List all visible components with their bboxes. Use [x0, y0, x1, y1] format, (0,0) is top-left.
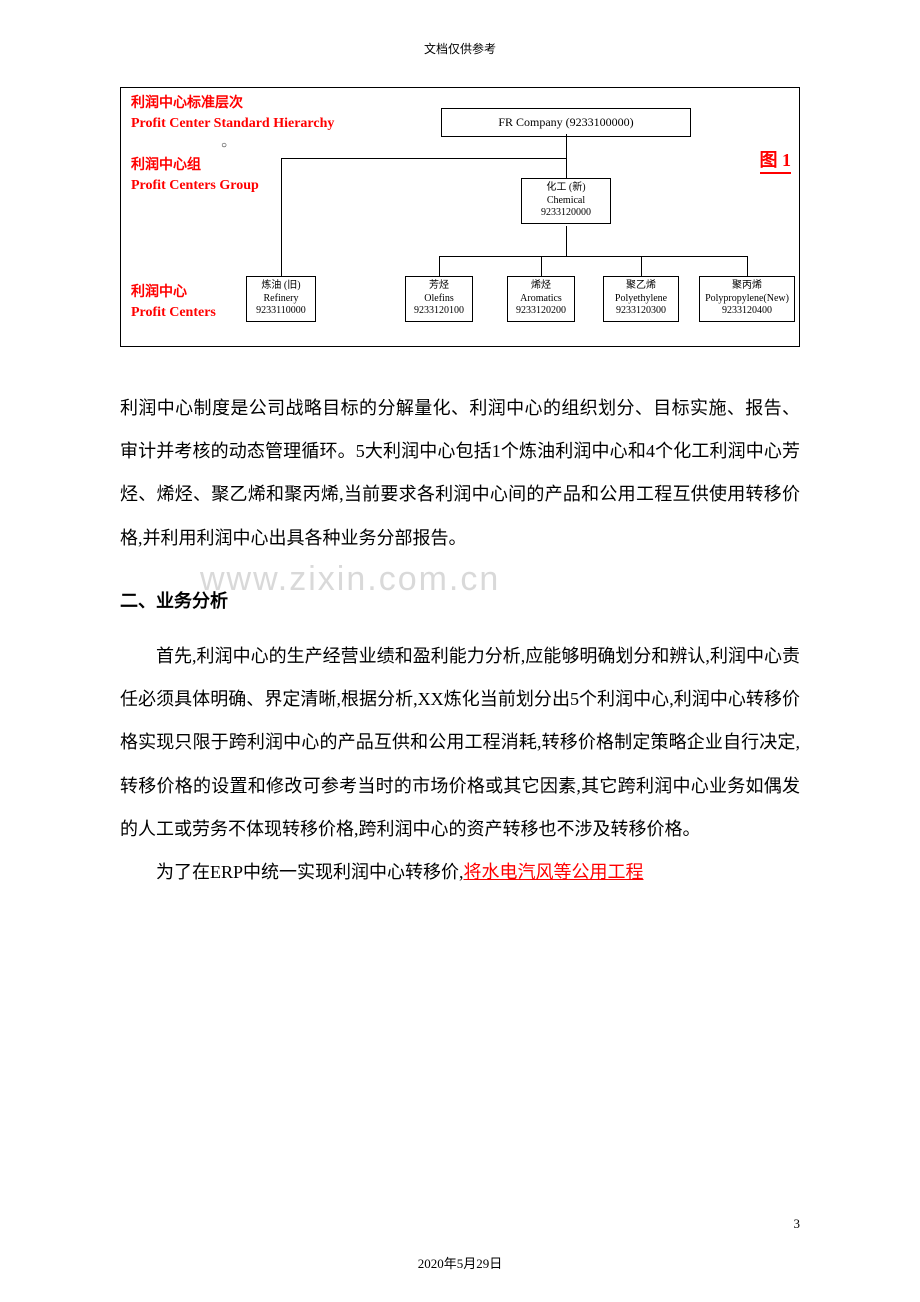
node-chemical-l3: 9233120000 — [524, 207, 608, 220]
leaf-l1: 聚乙烯 — [606, 280, 676, 293]
label-std-hierarchy: 利润中心标准层次 Profit Center Standard Hierarch… — [131, 94, 334, 133]
tree-line — [439, 256, 440, 276]
leaf-l1: 聚丙烯 — [702, 280, 792, 293]
tree-line — [566, 158, 567, 178]
node-polyethylene: 聚乙烯 Polyethylene 9233120300 — [603, 276, 679, 322]
tree-line — [747, 256, 748, 276]
paragraph-3: 为了在ERP中统一实现利润中心转移价,将水电汽风等公用工程 — [120, 851, 800, 894]
tree-line — [566, 226, 567, 256]
tree-line — [281, 158, 282, 276]
leaf-l3: 9233120300 — [606, 305, 676, 318]
paragraph-1: 利润中心制度是公司战略目标的分解量化、利润中心的组织划分、目标实施、报告、审计并… — [120, 387, 800, 560]
leaf-l3: 9233120200 — [510, 305, 572, 318]
tree-marker: ○ — [221, 140, 227, 151]
tree-line — [541, 256, 542, 276]
figure-label: 图 1 — [760, 146, 792, 174]
node-refinery: 炼油 (旧) Refinery 9233110000 — [246, 276, 316, 322]
tree-line — [439, 256, 747, 257]
leaf-l1: 芳烃 — [408, 280, 470, 293]
label-centers: 利润中心 Profit Centers — [131, 283, 216, 322]
label-group-en: Profit Centers Group — [131, 176, 259, 196]
leaf-l3: 9233120400 — [702, 305, 792, 318]
leaf-l2: Polyethylene — [606, 293, 676, 306]
label-std-hierarchy-en: Profit Center Standard Hierarchy — [131, 114, 334, 134]
section-2-title: 二、业务分析 — [120, 580, 800, 623]
node-olefins: 芳烃 Olefins 9233120100 — [405, 276, 473, 322]
node-fr-company: FR Company (9233100000) — [441, 108, 691, 137]
header-note: 文档仅供参考 — [120, 40, 800, 57]
tree-line — [566, 134, 567, 158]
tree-line — [281, 158, 566, 159]
tree-line — [641, 256, 642, 276]
leaf-l1: 烯烃 — [510, 280, 572, 293]
node-polypropylene: 聚丙烯 Polypropylene(New) 9233120400 — [699, 276, 795, 322]
leaf-l3: 9233120100 — [408, 305, 470, 318]
label-centers-en: Profit Centers — [131, 303, 216, 323]
page-number: 3 — [794, 1216, 801, 1232]
leaf-l2: Polypropylene(New) — [702, 293, 792, 306]
label-group: 利润中心组 Profit Centers Group — [131, 156, 259, 195]
node-chemical-l2: Chemical — [524, 195, 608, 208]
leaf-l2: Aromatics — [510, 293, 572, 306]
label-centers-cn: 利润中心 — [131, 285, 187, 300]
node-chemical-l1: 化工 (新) — [524, 182, 608, 195]
paragraph-3-highlight: 将水电汽风等公用工程 — [464, 862, 644, 882]
leaf-l1: 炼油 (旧) — [249, 280, 313, 293]
footer-date: 2020年5月29日 — [0, 1253, 920, 1272]
leaf-l3: 9233110000 — [249, 305, 313, 318]
paragraph-3-prefix: 为了在ERP中统一实现利润中心转移价, — [156, 862, 464, 882]
node-fr-company-title: FR Company (9233100000) — [446, 115, 686, 130]
leaf-l2: Refinery — [249, 293, 313, 306]
paragraph-2: 首先,利润中心的生产经营业绩和盈利能力分析,应能够明确划分和辨认,利润中心责任必… — [120, 635, 800, 851]
profit-center-diagram: 利润中心标准层次 Profit Center Standard Hierarch… — [120, 87, 800, 347]
label-std-hierarchy-cn: 利润中心标准层次 — [131, 96, 243, 111]
node-aromatics: 烯烃 Aromatics 9233120200 — [507, 276, 575, 322]
leaf-l2: Olefins — [408, 293, 470, 306]
label-group-cn: 利润中心组 — [131, 158, 201, 173]
node-chemical-group: 化工 (新) Chemical 9233120000 — [521, 178, 611, 224]
